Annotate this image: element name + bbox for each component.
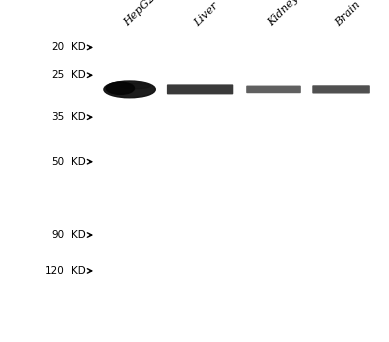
FancyBboxPatch shape (312, 85, 370, 93)
Text: 90: 90 (51, 230, 64, 240)
Text: KD: KD (71, 157, 86, 167)
Text: KD: KD (71, 42, 86, 52)
Text: 50: 50 (51, 157, 64, 167)
Text: KD: KD (71, 230, 86, 240)
Ellipse shape (106, 82, 135, 94)
Text: 120: 120 (44, 266, 64, 276)
Text: Kidney: Kidney (266, 0, 301, 28)
Ellipse shape (119, 83, 150, 89)
FancyBboxPatch shape (246, 86, 301, 93)
Text: KD: KD (71, 266, 86, 276)
Text: Brain: Brain (334, 0, 363, 28)
Text: KD: KD (71, 112, 86, 122)
Text: 25: 25 (51, 70, 64, 80)
Text: Liver: Liver (193, 1, 221, 28)
Text: 35: 35 (51, 112, 64, 122)
Text: 20: 20 (51, 42, 64, 52)
FancyBboxPatch shape (167, 84, 233, 94)
Text: HepG2: HepG2 (123, 0, 158, 28)
Text: KD: KD (71, 70, 86, 80)
Ellipse shape (104, 81, 155, 98)
